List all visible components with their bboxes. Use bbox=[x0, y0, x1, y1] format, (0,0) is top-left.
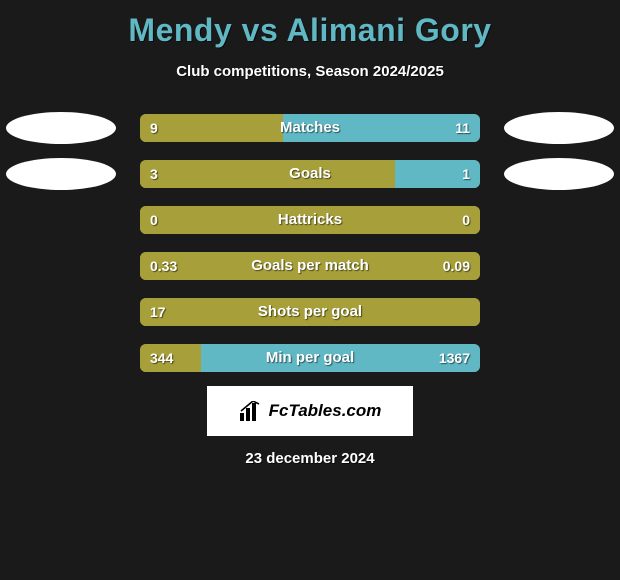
comparison-chart: 911Matches 31Goals 00Hattricks 0.330.09Goal… bbox=[0, 110, 620, 376]
stat-label: Hattricks bbox=[140, 206, 480, 234]
fctables-icon bbox=[239, 401, 263, 421]
stat-label: Min per goal bbox=[140, 344, 480, 372]
stat-row: 0.330.09Goals per match bbox=[0, 248, 620, 284]
stat-label: Goals bbox=[140, 160, 480, 188]
bar-track: 00Hattricks bbox=[140, 206, 480, 234]
stat-row: 911Matches bbox=[0, 110, 620, 146]
player-oval-left bbox=[6, 158, 116, 190]
bar-track: 17Shots per goal bbox=[140, 298, 480, 326]
logo-text: FcTables.com bbox=[269, 401, 382, 421]
bar-track: 911Matches bbox=[140, 114, 480, 142]
player-oval-right bbox=[504, 112, 614, 144]
bar-track: 3441367Min per goal bbox=[140, 344, 480, 372]
stat-row: 00Hattricks bbox=[0, 202, 620, 238]
date-text: 23 december 2024 bbox=[0, 450, 620, 467]
logo-box: FcTables.com bbox=[207, 386, 413, 436]
stat-row: 3441367Min per goal bbox=[0, 340, 620, 376]
stat-row: 31Goals bbox=[0, 156, 620, 192]
stat-label: Goals per match bbox=[140, 252, 480, 280]
stat-row: 17Shots per goal bbox=[0, 294, 620, 330]
bar-track: 31Goals bbox=[140, 160, 480, 188]
player-oval-left bbox=[6, 112, 116, 144]
page-title: Mendy vs Alimani Gory bbox=[0, 0, 620, 49]
stat-label: Shots per goal bbox=[140, 298, 480, 326]
player-oval-right bbox=[504, 158, 614, 190]
bar-track: 0.330.09Goals per match bbox=[140, 252, 480, 280]
subtitle: Club competitions, Season 2024/2025 bbox=[0, 63, 620, 80]
stat-label: Matches bbox=[140, 114, 480, 142]
